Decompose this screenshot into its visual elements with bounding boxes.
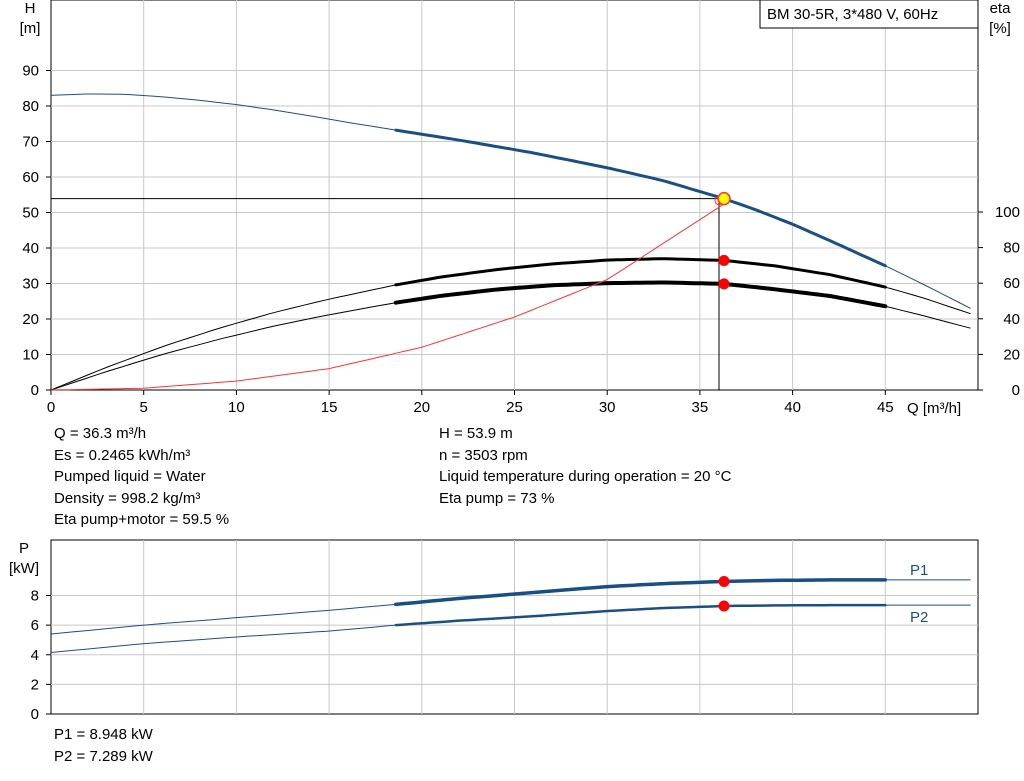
info-head: H = 53.9 m bbox=[439, 425, 513, 442]
x-tick-label: 5 bbox=[140, 399, 148, 416]
chart-title: BM 30-5R, 3*480 V, 60Hz bbox=[767, 6, 938, 23]
series-bold-1 bbox=[394, 257, 887, 289]
pow-y-tick-label: 6 bbox=[31, 617, 39, 634]
series-thin-3 bbox=[50, 203, 725, 391]
pow-y-tick-label: 4 bbox=[31, 647, 39, 664]
pow-series-bold-1 bbox=[394, 603, 887, 627]
y-tick-label-left: 80 bbox=[22, 98, 39, 115]
pow-y-tick-label: 8 bbox=[31, 588, 39, 605]
x-tick-label: 20 bbox=[413, 399, 430, 416]
x-tick-label: 30 bbox=[599, 399, 616, 416]
pow-y-tick-label: 0 bbox=[31, 706, 39, 723]
y-tick-label-left: 90 bbox=[22, 63, 39, 80]
y-tick-label-left: 10 bbox=[22, 347, 39, 364]
p1-series-label: P1 bbox=[910, 562, 928, 579]
y-tick-label-left: 70 bbox=[22, 134, 39, 151]
info-eta-total: Eta pump+motor = 59.5 % bbox=[54, 511, 230, 528]
x-tick-label: 35 bbox=[692, 399, 709, 416]
h-unit-label: [m] bbox=[20, 20, 41, 37]
operating-marker-1 bbox=[718, 278, 730, 290]
y-tick-label-left: 60 bbox=[22, 169, 39, 186]
x-tick-label: 0 bbox=[47, 399, 55, 416]
info-flow: Q = 36.3 m³/h bbox=[54, 425, 147, 442]
pow-operating-marker-0 bbox=[718, 575, 730, 587]
eta-axis-label: eta bbox=[990, 0, 1012, 17]
info-p1: P1 = 8.948 kW bbox=[54, 726, 153, 743]
info-density: Density = 998.2 kg/m³ bbox=[54, 489, 201, 507]
q-axis-label: Q [m³/h] bbox=[907, 400, 961, 417]
power-axis-ticks: 0 2 4 6 8 bbox=[31, 588, 51, 723]
pow-y-tick-label: 2 bbox=[31, 676, 39, 693]
series-bold-0 bbox=[394, 128, 887, 268]
y-tick-label-left: 30 bbox=[22, 276, 39, 293]
main-grid bbox=[51, 0, 978, 390]
x-tick-label: 10 bbox=[228, 399, 245, 416]
h-axis-label: H bbox=[25, 0, 36, 17]
info-left-block: Q = 36.3 m³/h Es = 0.2465 kWh/m³ Pumped … bbox=[54, 423, 229, 531]
chart-title-box bbox=[759, 0, 979, 29]
y-tick-label-left: 0 bbox=[31, 382, 39, 399]
power-info-block: P1 = 8.948 kW P2 = 7.289 kW bbox=[54, 724, 153, 767]
info-right-block: H = 53.9 m n = 3503 rpm Liquid temperatu… bbox=[439, 423, 731, 509]
x-tick-label: 15 bbox=[321, 399, 338, 416]
info-speed: n = 3503 rpm bbox=[439, 446, 528, 464]
series-bold-2 bbox=[393, 280, 888, 309]
p2-series-label: P2 bbox=[910, 609, 928, 626]
power-plot: 0 2 4 6 8 P [kW] P1 P2 bbox=[9, 539, 979, 723]
info-p2: P2 = 7.289 kW bbox=[54, 747, 153, 765]
y-tick-label-right: 0 bbox=[1012, 382, 1020, 399]
pow-operating-marker-1 bbox=[718, 600, 730, 612]
info-liquid: Pumped liquid = Water bbox=[54, 468, 206, 485]
y-tick-label-right: 40 bbox=[1003, 311, 1020, 328]
y-tick-label-left: 20 bbox=[22, 311, 39, 328]
y-tick-label-right: 20 bbox=[1003, 346, 1020, 363]
y-tick-label-left: 40 bbox=[22, 240, 39, 257]
pow-series-bold-0 bbox=[394, 578, 888, 607]
info-eta-pump: Eta pump = 73 % bbox=[439, 489, 555, 507]
main-plot: 0 5 10 15 20 25 30 35 40 45 0 10 20 30 40 50 60 70 80 90 0 20… bbox=[20, 0, 1020, 417]
power-grid bbox=[51, 540, 978, 714]
y-tick-label-right: 80 bbox=[1003, 240, 1020, 257]
main-operating-markers bbox=[714, 191, 731, 290]
eta-unit-label: [%] bbox=[989, 20, 1011, 37]
main-series bbox=[50, 93, 971, 391]
info-temperature: Liquid temperature during operation = 20… bbox=[439, 468, 732, 485]
x-tick-label: 40 bbox=[784, 399, 801, 416]
p-unit-label: [kW] bbox=[9, 560, 39, 577]
power-series bbox=[50, 578, 971, 653]
main-axis-ticks: 0 5 10 15 20 25 30 35 40 45 0 10 20 30 40 50 60 70 80 90 0 20… bbox=[22, 63, 1020, 417]
x-tick-label: 45 bbox=[877, 399, 894, 416]
power-operating-markers bbox=[718, 575, 730, 612]
p-axis-label: P bbox=[19, 540, 29, 557]
y-tick-label-right: 100 bbox=[995, 204, 1020, 221]
x-tick-label: 25 bbox=[506, 399, 523, 416]
y-tick-label-left: 50 bbox=[22, 205, 39, 222]
y-tick-label-right: 60 bbox=[1003, 275, 1020, 292]
operating-marker-0 bbox=[718, 254, 730, 266]
info-energy: Es = 0.2465 kWh/m³ bbox=[54, 446, 191, 464]
operating-point-marker bbox=[717, 191, 731, 206]
